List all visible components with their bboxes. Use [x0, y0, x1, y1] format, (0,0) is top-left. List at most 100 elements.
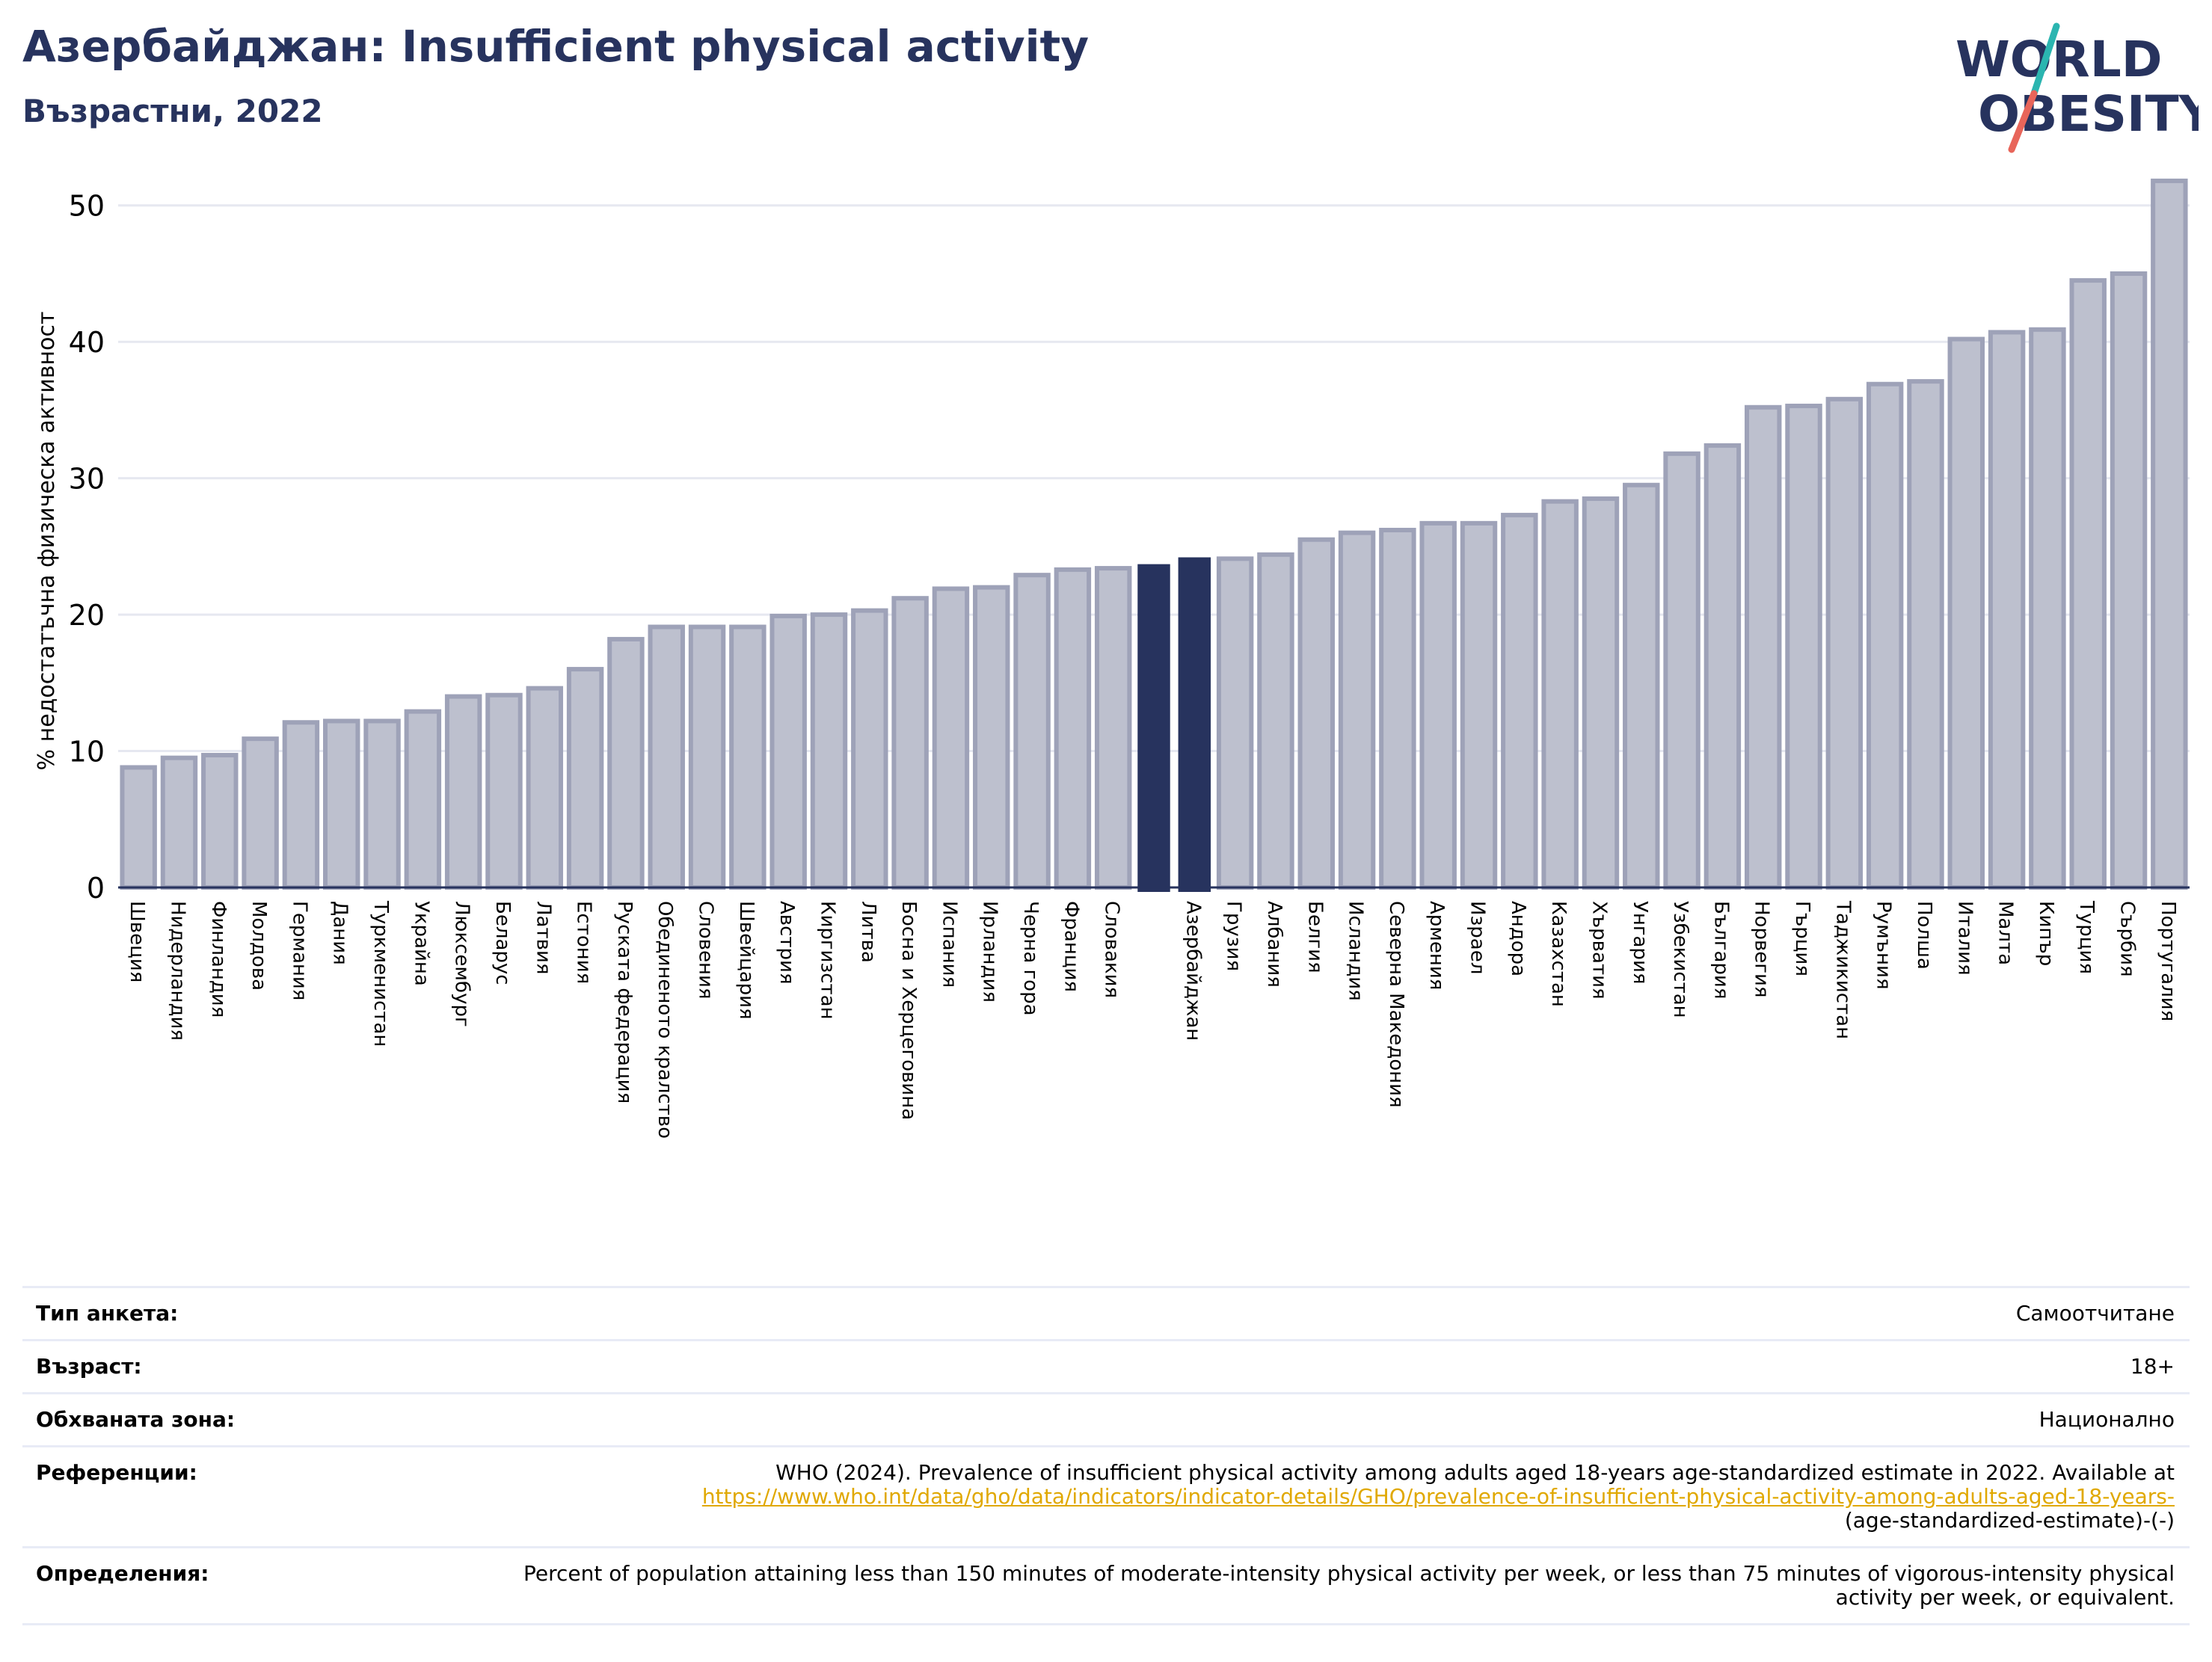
- x-tick-label: Люксембург: [451, 901, 473, 1027]
- x-axis-labels: Швеция Нидерландия Финландия Молдова Германи…: [126, 900, 2179, 1139]
- x-tick-label: Туркменистан: [369, 900, 392, 1047]
- x-tick-label: Словения: [695, 901, 717, 1000]
- bars: [120, 178, 2188, 892]
- x-tick-label: Босна и Херцеговина: [897, 901, 920, 1120]
- x-tick-label: Дания: [329, 901, 351, 965]
- bar: [1501, 512, 1538, 890]
- y-axis-ticks: 0 10 20 30 40 50: [69, 190, 105, 905]
- x-tick-label: Руската федерация: [613, 901, 636, 1104]
- survey-type-value: Самоотчитане: [2015, 1301, 2175, 1326]
- logo-slash-teal: [2030, 22, 2060, 97]
- bar: [729, 624, 766, 890]
- bar-chart: 0 10 20 30 40 50 Швеция Нидерландия Финландия Мо…: [34, 178, 2190, 1139]
- world-obesity-logo: WORLD OBESITY: [1956, 22, 2199, 153]
- bar: [851, 608, 888, 890]
- bar: [1623, 482, 1660, 890]
- bar: [1825, 396, 1864, 890]
- bar: [1703, 443, 1742, 890]
- x-tick-label: Германия: [288, 901, 310, 1000]
- references-label: Референции:: [36, 1460, 197, 1485]
- bar: [769, 613, 807, 890]
- chart-subtitle: Възрастни, 2022: [22, 93, 323, 129]
- bar: [1094, 566, 1132, 890]
- x-tick-label: Азербайджан: [1182, 901, 1204, 1041]
- x-tick-label: Черна гора: [1019, 901, 1042, 1016]
- meta-row-definitions: Определения: Percent of population attai…: [22, 1546, 2190, 1625]
- x-tick-label: Нидерландия: [166, 901, 188, 1041]
- y-tick-label: 50: [69, 190, 105, 223]
- bar: [120, 765, 157, 890]
- x-tick-label: Норвегия: [1751, 901, 1773, 997]
- x-tick-label: Малта: [1994, 901, 2017, 965]
- x-tick-label: Турция: [2075, 900, 2098, 974]
- bar: [1257, 552, 1294, 890]
- bar: [363, 718, 401, 890]
- bar: [1419, 520, 1457, 890]
- x-tick-label: Испания: [938, 901, 960, 988]
- x-tick-label: Полша: [1913, 901, 1935, 970]
- x-tick-label: Кипър: [2035, 901, 2057, 966]
- x-tick-label: Франция: [1060, 901, 1082, 992]
- references-link[interactable]: https://www.who.int/data/gho/data/indica…: [701, 1484, 2175, 1509]
- bar: [566, 667, 604, 890]
- bar: [607, 636, 645, 890]
- y-axis-label: % недостатъчна физическа активност: [34, 312, 60, 771]
- bar: [1866, 381, 1904, 890]
- x-tick-label: Исландия: [1345, 901, 1367, 1001]
- x-tick-label: Беларус: [491, 901, 514, 985]
- x-tick-label: Унгария: [1629, 901, 1651, 984]
- bar: [1541, 499, 1579, 890]
- x-tick-label: Сърбия: [2116, 901, 2139, 977]
- bar: [1582, 496, 1620, 890]
- definitions-value: Percent of population attaining less tha…: [523, 1561, 2175, 1610]
- bar: [810, 612, 848, 890]
- bar: [444, 694, 482, 890]
- y-tick-label: 30: [69, 463, 105, 496]
- bar: [1379, 527, 1416, 890]
- y-tick-label: 40: [69, 326, 105, 359]
- bar: [404, 709, 442, 890]
- x-tick-label: Италия: [1953, 901, 1976, 976]
- bar: [648, 624, 685, 890]
- x-tick-label: Швейцария: [735, 901, 758, 1020]
- x-tick-label: Швеция: [126, 901, 148, 982]
- bar: [1460, 520, 1498, 890]
- bar: [932, 586, 970, 890]
- metadata-table: Тип анкета: Самоотчитане Възраст: 18+ Об…: [22, 1286, 2190, 1625]
- bar: [526, 686, 564, 890]
- x-tick-label: Естония: [573, 901, 595, 984]
- bar: [1785, 403, 1822, 890]
- x-tick-label: Португалия: [2157, 901, 2179, 1021]
- x-tick-label: Северна Македония: [1385, 901, 1407, 1108]
- bar: [485, 692, 523, 890]
- x-tick-label: Хърватия: [1588, 901, 1610, 1000]
- chart-title: Азербайджан: Insufficient physical activ…: [22, 21, 1090, 72]
- bar: [282, 720, 320, 890]
- bar: [242, 736, 279, 890]
- x-tick-label: Ирландия: [979, 901, 1001, 1003]
- x-tick-label: Израел: [1466, 901, 1489, 974]
- x-tick-label: България: [1709, 901, 1732, 999]
- logo-text-world: WORLD: [1956, 31, 2163, 88]
- meta-row-survey: Тип анкета: Самоотчитане: [22, 1286, 2190, 1339]
- x-tick-label: Белгия: [1303, 901, 1326, 973]
- bar: [323, 718, 360, 890]
- references-tail: (age-standardized-estimate)-(-): [1844, 1508, 2175, 1533]
- bar: [973, 585, 1010, 890]
- age-label: Възраст:: [36, 1354, 142, 1379]
- bar: [1907, 379, 1944, 890]
- x-tick-label: Литва: [857, 901, 879, 963]
- bar: [1947, 336, 1985, 890]
- x-tick-label: Армения: [1425, 901, 1448, 990]
- x-tick-label: Грузия: [1223, 901, 1245, 971]
- definitions-label: Определения:: [36, 1561, 209, 1586]
- x-tick-label: Латвия: [532, 901, 554, 975]
- y-tick-label: 0: [87, 872, 105, 905]
- bar: [2110, 271, 2148, 890]
- x-tick-label: Албания: [1263, 901, 1285, 988]
- meta-row-age: Възраст: 18+: [22, 1339, 2190, 1392]
- x-tick-label: Украйна: [410, 901, 432, 986]
- bar: [1137, 564, 1170, 892]
- x-tick-label: Финландия: [207, 901, 230, 1018]
- age-value: 18+: [2130, 1354, 2175, 1379]
